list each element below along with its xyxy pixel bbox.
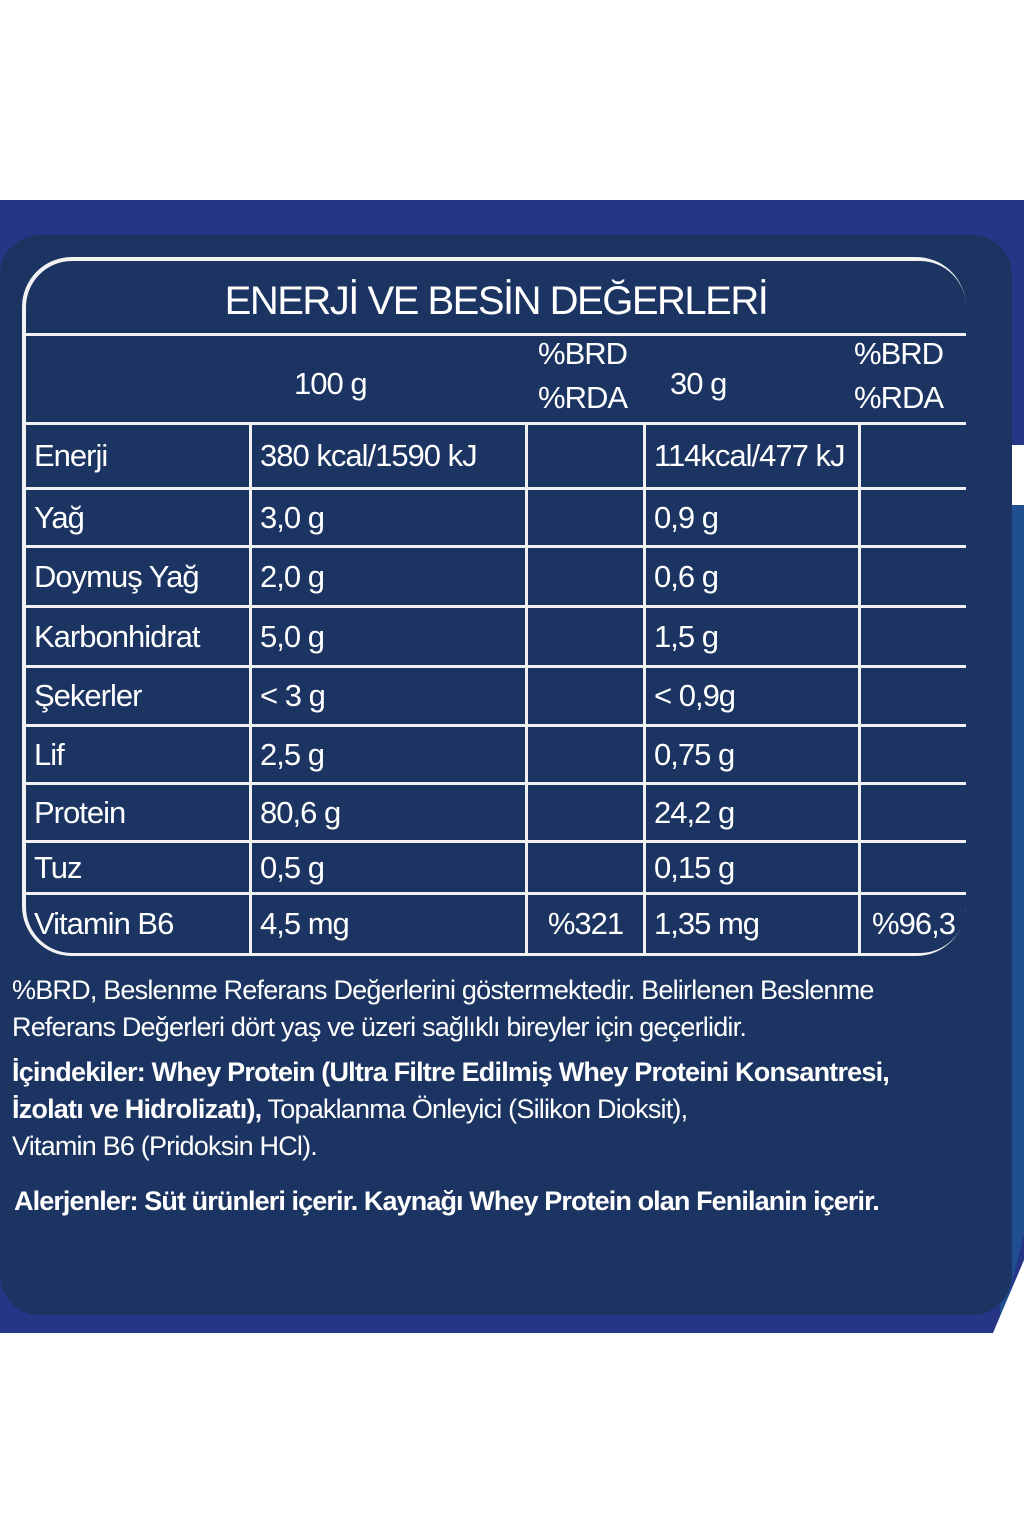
row-name: Karbonhidrat (26, 608, 249, 665)
row-rda100 (528, 425, 643, 487)
row-per30: 24,2 g (646, 785, 858, 840)
row-name: Vitamin B6 (26, 895, 249, 953)
header-per100: 100 g (294, 366, 368, 401)
row-rda100 (528, 548, 643, 605)
header-rda30: %BRD (854, 336, 944, 371)
allergens: Alerjenler: Süt ürünleri içerir. Kaynağı… (14, 1186, 880, 1216)
row-per30: 0,9 g (646, 490, 858, 545)
row-per30: < 0,9g (646, 668, 858, 724)
header-rda100: %RDA (538, 380, 628, 415)
header-rda100: %BRD (538, 336, 628, 371)
row-name: Tuz (26, 843, 249, 892)
row-name: Yağ (26, 490, 249, 545)
row-rda100 (528, 490, 643, 545)
row-per30: 1,5 g (646, 608, 858, 665)
ingredients: İçindekiler: Whey Protein (Ultra Filtre … (12, 1057, 890, 1087)
row-rda100 (528, 608, 643, 665)
row-rda30 (861, 490, 966, 545)
row-rda30 (861, 548, 966, 605)
footnote: Referans Değerleri dört yaş ve üzeri sağ… (12, 1012, 747, 1042)
row-rda30 (861, 727, 966, 782)
ingredients-regular: Topaklanma Önleyici (Silikon Dioksit), (261, 1094, 689, 1124)
row-per100: 80,6 g (252, 785, 525, 840)
ingredients-bold: İzolatı ve Hidrolizatı), (12, 1094, 262, 1124)
row-rda30 (861, 425, 966, 487)
row-rda100 (528, 843, 643, 892)
row-rda100 (528, 785, 643, 840)
row-per100: 4,5 mg (252, 895, 525, 953)
row-per100: < 3 g (252, 668, 525, 724)
row-rda100 (528, 727, 643, 782)
row-name: Enerji (26, 425, 249, 487)
row-per30: 0,75 g (646, 727, 858, 782)
ingredients: Vitamin B6 (Pridoksin HCl). (12, 1131, 318, 1161)
header-per30: 30 g (670, 366, 727, 401)
side-decoration (1008, 445, 1024, 505)
row-per100: 3,0 g (252, 490, 525, 545)
nutrition-table: ENERJİ VE BESİN DEĞERLERİ 100 g %BRD %RD… (22, 257, 966, 956)
row-rda30 (861, 843, 966, 892)
row-per30: 0,6 g (646, 548, 858, 605)
row-rda30 (861, 608, 966, 665)
table-header: 100 g %BRD %RDA 30 g %BRD %RDA (26, 336, 966, 422)
header-rda30: %RDA (854, 380, 944, 415)
row-name: Lif (26, 727, 249, 782)
row-per100: 0,5 g (252, 843, 525, 892)
row-per30: 1,35 mg (646, 895, 858, 953)
row-name: Protein (26, 785, 249, 840)
row-per30: 0,15 g (646, 843, 858, 892)
row-name: Doymuş Yağ (26, 548, 249, 605)
row-rda30 (861, 785, 966, 840)
row-per30: 114kcal/477 kJ (646, 425, 858, 487)
row-per100: 380 kcal/1590 kJ (252, 425, 525, 487)
table-title: ENERJİ VE BESİN DEĞERLERİ (26, 261, 966, 333)
row-name: Şekerler (26, 668, 249, 724)
row-per100: 2,5 g (252, 727, 525, 782)
row-rda100: %321 (528, 895, 643, 953)
row-per100: 5,0 g (252, 608, 525, 665)
ingredients: İzolatı ve Hidrolizatı), Topaklanma Önle… (12, 1091, 1012, 1128)
row-rda30 (861, 668, 966, 724)
notes: %BRD, Beslenme Referans Değerlerini göst… (12, 972, 1012, 1165)
row-per100: 2,0 g (252, 548, 525, 605)
footnote: %BRD, Beslenme Referans Değerlerini göst… (12, 975, 874, 1005)
row-rda100 (528, 668, 643, 724)
